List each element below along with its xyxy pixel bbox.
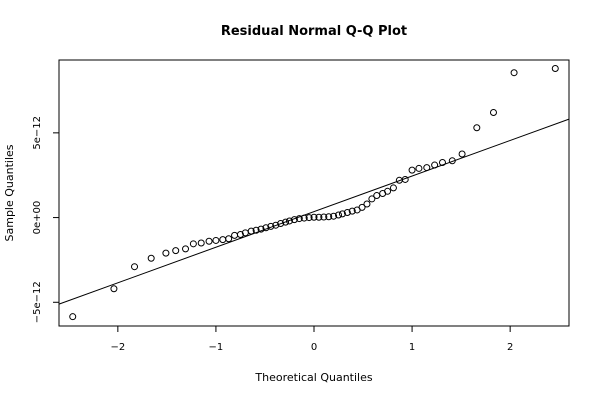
data-point [295, 215, 303, 223]
reference-line [58, 118, 570, 305]
data-point [172, 247, 180, 255]
data-point [231, 231, 239, 239]
data-point [315, 213, 323, 221]
data-point [401, 175, 409, 183]
data-point [252, 226, 260, 234]
y-tick-label: 5e−12 [32, 116, 43, 150]
data-point [473, 124, 481, 132]
x-tick-label: −2 [110, 342, 125, 353]
data-point [285, 217, 293, 225]
data-point [131, 263, 139, 271]
data-point [189, 240, 197, 248]
data-point [389, 184, 397, 192]
data-point [320, 213, 328, 221]
data-point [205, 237, 213, 245]
y-tick-label: 0e+00 [32, 201, 43, 235]
data-point [325, 213, 333, 221]
data-point [290, 216, 298, 224]
data-point [219, 236, 227, 244]
data-point [147, 254, 155, 262]
data-point [225, 235, 233, 243]
data-point [348, 207, 356, 215]
data-point [69, 313, 77, 321]
data-point [408, 166, 416, 174]
data-point [236, 231, 244, 239]
data-point [384, 187, 392, 195]
x-axis: −2 −1 0 1 2 [110, 325, 513, 353]
data-point [551, 64, 559, 72]
x-tick-label: −1 [209, 342, 224, 353]
data-point [489, 109, 497, 117]
data-point [363, 200, 371, 208]
data-point [305, 214, 313, 222]
y-axis: −5e−12 0e+00 5e−12 [32, 116, 60, 323]
x-tick-label: 1 [409, 342, 415, 353]
data-point [368, 195, 376, 203]
data-point [343, 208, 351, 216]
data-point [438, 159, 446, 167]
data-point [423, 164, 431, 172]
data-point [330, 212, 338, 220]
data-point [162, 249, 170, 257]
data-point [247, 227, 255, 235]
data-point [358, 203, 366, 211]
data-point [277, 219, 285, 227]
data-point [262, 224, 270, 232]
data-point [510, 69, 518, 77]
chart-title: Residual Normal Q-Q Plot [221, 24, 407, 39]
data-point [257, 225, 265, 233]
y-axis-label: Sample Quantiles [3, 144, 16, 241]
data-point [373, 192, 381, 200]
data-point [431, 161, 439, 169]
y-tick-label: −5e−12 [32, 281, 43, 323]
data-point [272, 221, 280, 229]
data-point [267, 222, 275, 230]
plot-frame [58, 59, 570, 327]
x-tick-label: 0 [311, 342, 317, 353]
data-point [197, 239, 205, 247]
data-points [69, 64, 559, 321]
data-point [212, 236, 220, 244]
data-point [300, 214, 308, 222]
x-tick-label: 2 [507, 342, 513, 353]
data-point [338, 210, 346, 218]
data-point [415, 164, 423, 172]
data-point [458, 150, 466, 158]
data-point [310, 213, 318, 221]
data-point [448, 157, 456, 165]
data-point [282, 218, 290, 226]
x-axis-label: Theoretical Quantiles [254, 371, 372, 384]
data-point [335, 211, 343, 219]
data-point [110, 285, 118, 293]
data-point [182, 245, 190, 253]
